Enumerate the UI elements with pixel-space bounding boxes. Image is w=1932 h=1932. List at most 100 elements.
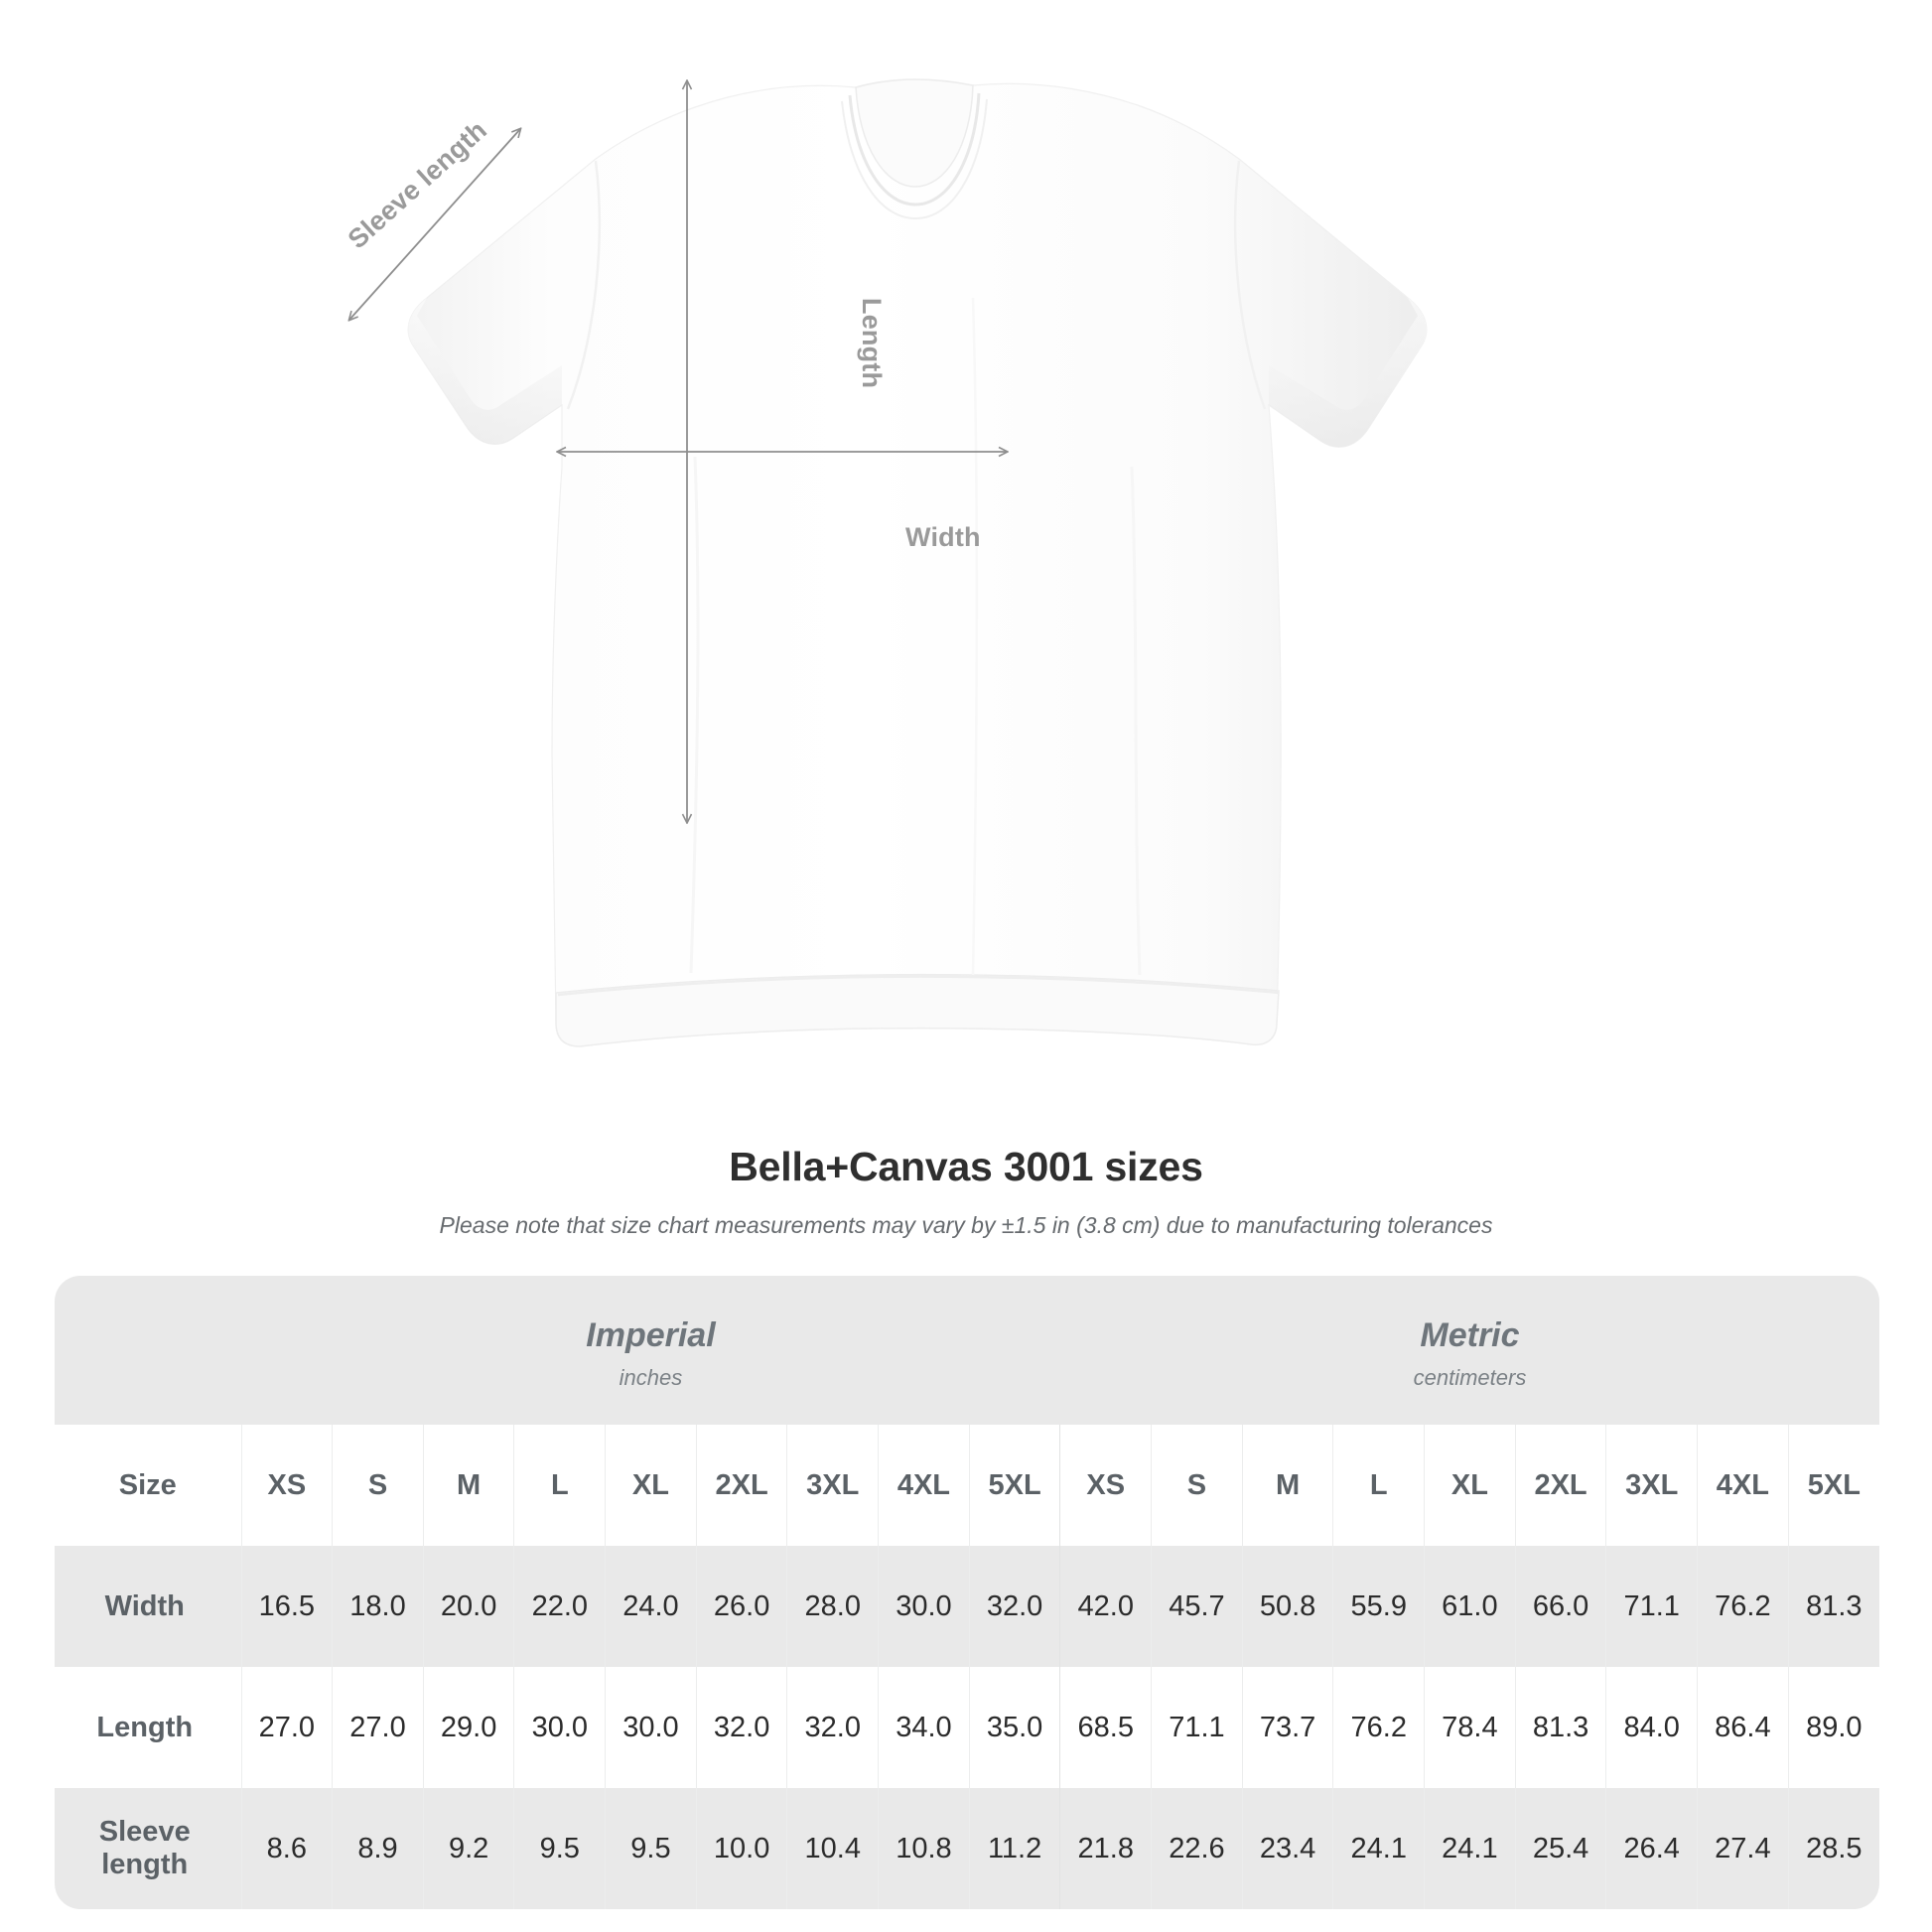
- unit-banner-metric: Metric centimeters: [1059, 1276, 1879, 1425]
- cell-width-imperial-4xl: 30.0: [878, 1546, 970, 1667]
- cell-width-metric-m: 50.8: [1241, 1546, 1333, 1667]
- size-header-imperial-xs: XS: [240, 1425, 333, 1546]
- cell-sleeve-imperial-s: 8.9: [332, 1788, 424, 1909]
- cell-sleeve-metric-2xl: 25.4: [1514, 1788, 1606, 1909]
- size-header-imperial-xl: XL: [605, 1425, 697, 1546]
- cell-sleeve-imperial-xs: 8.6: [240, 1788, 333, 1909]
- cell-sleeve-imperial-4xl: 10.8: [878, 1788, 970, 1909]
- imperial-subtitle: inches: [619, 1365, 683, 1391]
- cell-width-imperial-5xl: 32.0: [968, 1546, 1060, 1667]
- tshirt-diagram-svg: [0, 78, 1428, 1047]
- cell-width-imperial-l: 22.0: [513, 1546, 606, 1667]
- size-header-metric-3xl: 3XL: [1605, 1425, 1698, 1546]
- dimension-lines: [349, 81, 1007, 822]
- cell-sleeve-imperial-l: 9.5: [513, 1788, 606, 1909]
- cell-length-imperial-xs: 27.0: [240, 1667, 333, 1788]
- cell-sleeve-metric-l: 24.1: [1332, 1788, 1425, 1909]
- cell-length-imperial-xl: 30.0: [605, 1667, 697, 1788]
- imperial-title: Imperial: [586, 1315, 716, 1354]
- size-header-metric-l: L: [1332, 1425, 1425, 1546]
- metric-title: Metric: [1420, 1315, 1520, 1354]
- cell-sleeve-imperial-2xl: 10.0: [695, 1788, 787, 1909]
- cell-length-metric-m: 73.7: [1241, 1667, 1333, 1788]
- cell-width-metric-5xl: 81.3: [1787, 1546, 1879, 1667]
- size-header-imperial-3xl: 3XL: [786, 1425, 879, 1546]
- size-header-imperial-2xl: 2XL: [695, 1425, 787, 1546]
- cell-sleeve-metric-xl: 24.1: [1424, 1788, 1516, 1909]
- cell-sleeve-imperial-m: 9.2: [422, 1788, 514, 1909]
- cell-sleeve-metric-4xl: 27.4: [1697, 1788, 1789, 1909]
- size-table-wrapper: Imperial inches Metric centimeters Size …: [55, 1276, 1879, 1909]
- cell-width-imperial-3xl: 28.0: [786, 1546, 879, 1667]
- cell-width-metric-3xl: 71.1: [1605, 1546, 1698, 1667]
- unit-banner-imperial: Imperial inches: [241, 1276, 1060, 1425]
- sleeve-length-arrow: [349, 129, 520, 320]
- size-header-imperial-4xl: 4XL: [878, 1425, 970, 1546]
- row-label-length: Length: [55, 1667, 241, 1788]
- cell-width-metric-s: 45.7: [1151, 1546, 1243, 1667]
- cell-sleeve-metric-xs: 21.8: [1059, 1788, 1152, 1909]
- cell-length-metric-3xl: 84.0: [1605, 1667, 1698, 1788]
- cell-sleeve-metric-s: 22.6: [1151, 1788, 1243, 1909]
- cell-length-metric-5xl: 89.0: [1787, 1667, 1879, 1788]
- cell-length-metric-s: 71.1: [1151, 1667, 1243, 1788]
- cell-width-imperial-m: 20.0: [422, 1546, 514, 1667]
- size-table: Imperial inches Metric centimeters Size …: [55, 1276, 1879, 1909]
- size-header-metric-2xl: 2XL: [1514, 1425, 1606, 1546]
- cell-length-metric-l: 76.2: [1332, 1667, 1425, 1788]
- size-header-metric-xl: XL: [1424, 1425, 1516, 1546]
- cell-length-imperial-4xl: 34.0: [878, 1667, 970, 1788]
- cell-width-metric-xs: 42.0: [1059, 1546, 1152, 1667]
- cell-sleeve-imperial-3xl: 10.4: [786, 1788, 879, 1909]
- cell-length-imperial-5xl: 35.0: [968, 1667, 1060, 1788]
- size-header-metric-xs: XS: [1059, 1425, 1152, 1546]
- title-block: Bella+Canvas 3001 sizes Please note that…: [0, 1144, 1932, 1239]
- tshirt-illustration: Sleeve length Length Width: [0, 78, 1428, 1047]
- size-header-metric-5xl: 5XL: [1787, 1425, 1879, 1546]
- cell-length-metric-xs: 68.5: [1059, 1667, 1152, 1788]
- cell-length-imperial-m: 29.0: [422, 1667, 514, 1788]
- size-header-imperial-5xl: 5XL: [968, 1425, 1060, 1546]
- size-header-imperial-s: S: [332, 1425, 424, 1546]
- unit-banner-spacer: [55, 1276, 241, 1425]
- cell-length-imperial-2xl: 32.0: [695, 1667, 787, 1788]
- unit-banner-row: Imperial inches Metric centimeters: [55, 1276, 1879, 1425]
- width-label: Width: [905, 522, 981, 552]
- cell-sleeve-metric-3xl: 26.4: [1605, 1788, 1698, 1909]
- table-row: Width 16.5 18.0 20.0 22.0 24.0 26.0 28.0…: [55, 1546, 1879, 1667]
- cell-width-imperial-xl: 24.0: [605, 1546, 697, 1667]
- cell-length-imperial-s: 27.0: [332, 1667, 424, 1788]
- size-header-metric-4xl: 4XL: [1697, 1425, 1789, 1546]
- cell-sleeve-imperial-5xl: 11.2: [968, 1788, 1060, 1909]
- cell-width-metric-xl: 61.0: [1424, 1546, 1516, 1667]
- tolerance-note: Please note that size chart measurements…: [439, 1212, 1493, 1238]
- cell-length-metric-2xl: 81.3: [1514, 1667, 1606, 1788]
- size-header-row: Size XS S M L XL 2XL 3XL 4XL 5XL XS S M …: [55, 1425, 1879, 1546]
- cell-width-metric-4xl: 76.2: [1697, 1546, 1789, 1667]
- cell-sleeve-imperial-xl: 9.5: [605, 1788, 697, 1909]
- table-row: Sleeve length 8.6 8.9 9.2 9.5 9.5 10.0 1…: [55, 1788, 1879, 1909]
- metric-subtitle: centimeters: [1413, 1365, 1527, 1391]
- cell-length-imperial-l: 30.0: [513, 1667, 606, 1788]
- cell-length-metric-xl: 78.4: [1424, 1667, 1516, 1788]
- table-row: Length 27.0 27.0 29.0 30.0 30.0 32.0 32.…: [55, 1667, 1879, 1788]
- size-header-imperial-l: L: [513, 1425, 606, 1546]
- cell-width-metric-l: 55.9: [1332, 1546, 1425, 1667]
- tshirt-body-shape: [407, 78, 1428, 1047]
- size-header-metric-s: S: [1151, 1425, 1243, 1546]
- cell-sleeve-metric-5xl: 28.5: [1787, 1788, 1879, 1909]
- size-header-label: Size: [55, 1425, 241, 1546]
- cell-length-imperial-3xl: 32.0: [786, 1667, 879, 1788]
- row-label-sleeve-length: Sleeve length: [55, 1788, 241, 1909]
- cell-sleeve-metric-m: 23.4: [1241, 1788, 1333, 1909]
- cell-width-imperial-s: 18.0: [332, 1546, 424, 1667]
- cell-width-imperial-2xl: 26.0: [695, 1546, 787, 1667]
- length-label: Length: [857, 298, 887, 389]
- size-header-imperial-m: M: [422, 1425, 514, 1546]
- cell-width-imperial-xs: 16.5: [240, 1546, 333, 1667]
- page-title: Bella+Canvas 3001 sizes: [729, 1144, 1203, 1189]
- cell-width-metric-2xl: 66.0: [1514, 1546, 1606, 1667]
- size-header-metric-m: M: [1241, 1425, 1333, 1546]
- row-label-width: Width: [55, 1546, 241, 1667]
